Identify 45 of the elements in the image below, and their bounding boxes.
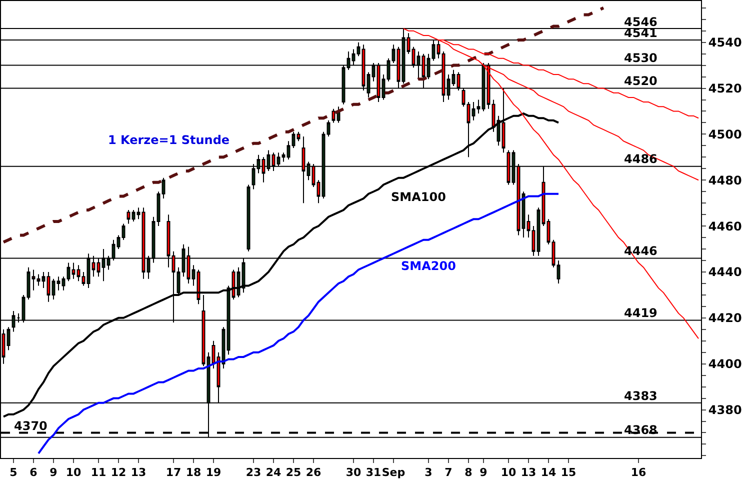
- ref-line-label: 4530: [624, 51, 658, 65]
- series-label: SMA200: [401, 259, 456, 273]
- x-tick-label: 11: [90, 466, 106, 480]
- ref-line-label: 4520: [624, 74, 658, 88]
- y-tick-label: 4420: [708, 311, 742, 326]
- ref-line-label: 4546: [624, 15, 658, 29]
- x-tick-label: 5: [10, 466, 18, 480]
- y-tick-label: 4380: [708, 402, 742, 417]
- x-tick-label: 9: [480, 466, 488, 480]
- ref-line-label: 4370: [14, 419, 48, 433]
- x-tick-label: 26: [306, 466, 322, 480]
- x-tick-label: 31: [366, 466, 382, 480]
- y-tick-label: 4540: [708, 36, 742, 50]
- annotation: 1 Kerze=1 Stunde: [108, 133, 230, 147]
- y-tick-label: 4480: [708, 173, 742, 188]
- x-tick-label: 16: [630, 466, 646, 480]
- y-tick-label: 4460: [708, 219, 742, 234]
- x-tick-label: 13: [520, 466, 536, 480]
- x-tick-label: 3: [424, 466, 432, 480]
- y-tick-label: 4400: [708, 357, 742, 372]
- y-tick-label: 4440: [708, 265, 742, 280]
- x-tick-label: 10: [66, 466, 82, 480]
- x-tick-label: 30: [346, 466, 362, 480]
- y-tick-label: 4500: [708, 127, 742, 142]
- ref-line-label: 4383: [624, 389, 658, 403]
- x-tick-label: 25: [286, 466, 302, 480]
- x-tick-label: 8: [464, 466, 472, 480]
- ref-line-label: 4419: [624, 306, 658, 320]
- x-tick-label: 10: [500, 466, 516, 480]
- ref-line-label: 4486: [624, 152, 658, 166]
- x-tick-label: 6: [30, 466, 38, 480]
- x-tick-label: 23: [246, 466, 262, 480]
- x-tick-label: Sep: [382, 466, 406, 480]
- x-tick-label: 19: [206, 466, 222, 480]
- x-tick-label: 15: [560, 466, 576, 480]
- x-tick-label: 17: [166, 466, 182, 480]
- x-tick-label: 18: [186, 466, 202, 480]
- x-tick-label: 13: [130, 466, 146, 480]
- x-tick-label: 7: [444, 466, 452, 480]
- series-label: SMA100: [391, 190, 446, 204]
- x-tick-label: 12: [110, 466, 126, 480]
- x-tick-label: 9: [50, 466, 58, 480]
- y-tick-label: 4520: [708, 81, 742, 96]
- x-tick-label: 24: [266, 466, 282, 480]
- x-tick-label: 14: [540, 466, 556, 480]
